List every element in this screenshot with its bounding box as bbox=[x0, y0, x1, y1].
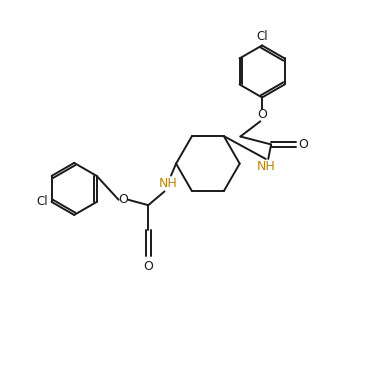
Text: NH: NH bbox=[159, 177, 177, 190]
Text: Cl: Cl bbox=[256, 30, 268, 43]
Text: NH: NH bbox=[256, 160, 275, 173]
Text: O: O bbox=[298, 138, 308, 151]
Text: Cl: Cl bbox=[36, 196, 48, 208]
Text: O: O bbox=[143, 260, 153, 273]
Text: O: O bbox=[257, 108, 267, 121]
Text: O: O bbox=[118, 193, 128, 206]
